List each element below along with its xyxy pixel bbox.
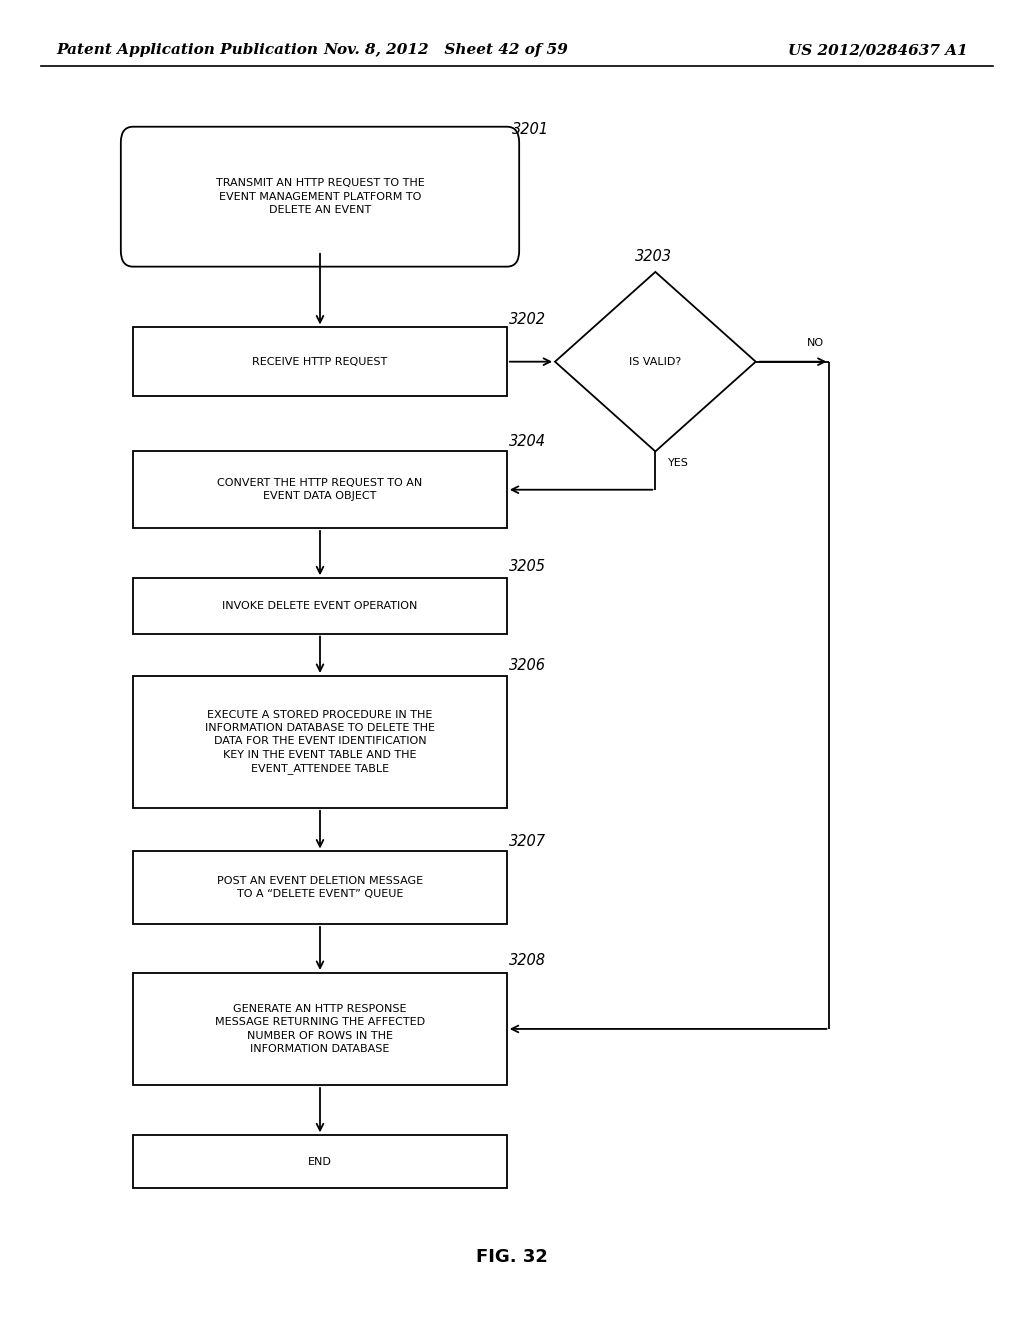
Text: YES: YES [668, 458, 688, 469]
Text: NO: NO [807, 338, 824, 348]
Text: 3207: 3207 [509, 834, 546, 849]
Bar [133, 1135, 507, 1188]
Text: 3205: 3205 [509, 560, 546, 574]
Text: RECEIVE HTTP REQUEST: RECEIVE HTTP REQUEST [252, 356, 388, 367]
Bar [133, 973, 507, 1085]
Bar [133, 851, 507, 924]
Bar [133, 327, 507, 396]
Text: IS VALID?: IS VALID? [629, 356, 682, 367]
Text: FIG. 32: FIG. 32 [476, 1247, 548, 1266]
Text: 3203: 3203 [635, 249, 672, 264]
Text: POST AN EVENT DELETION MESSAGE
TO A “DELETE EVENT” QUEUE: POST AN EVENT DELETION MESSAGE TO A “DEL… [217, 876, 423, 899]
Text: GENERATE AN HTTP RESPONSE
MESSAGE RETURNING THE AFFECTED
NUMBER OF ROWS IN THE
I: GENERATE AN HTTP RESPONSE MESSAGE RETURN… [215, 1005, 425, 1053]
FancyBboxPatch shape [121, 127, 519, 267]
Bar [133, 578, 507, 634]
Text: 3202: 3202 [509, 313, 546, 327]
Text: US 2012/0284637 A1: US 2012/0284637 A1 [787, 44, 968, 57]
Text: 3208: 3208 [509, 953, 546, 968]
Text: TRANSMIT AN HTTP REQUEST TO THE
EVENT MANAGEMENT PLATFORM TO
DELETE AN EVENT: TRANSMIT AN HTTP REQUEST TO THE EVENT MA… [216, 178, 424, 215]
Bar [133, 676, 507, 808]
Bar [133, 451, 507, 528]
Text: EXECUTE A STORED PROCEDURE IN THE
INFORMATION DATABASE TO DELETE THE
DATA FOR TH: EXECUTE A STORED PROCEDURE IN THE INFORM… [205, 710, 435, 774]
Text: 3201: 3201 [512, 123, 549, 137]
Text: INVOKE DELETE EVENT OPERATION: INVOKE DELETE EVENT OPERATION [222, 601, 418, 611]
Text: 3204: 3204 [509, 434, 546, 449]
Text: 3206: 3206 [509, 659, 546, 673]
Text: CONVERT THE HTTP REQUEST TO AN
EVENT DATA OBJECT: CONVERT THE HTTP REQUEST TO AN EVENT DAT… [217, 478, 423, 502]
Polygon shape [555, 272, 756, 451]
Text: Patent Application Publication: Patent Application Publication [56, 44, 318, 57]
Text: END: END [308, 1156, 332, 1167]
Text: Nov. 8, 2012   Sheet 42 of 59: Nov. 8, 2012 Sheet 42 of 59 [323, 44, 568, 57]
